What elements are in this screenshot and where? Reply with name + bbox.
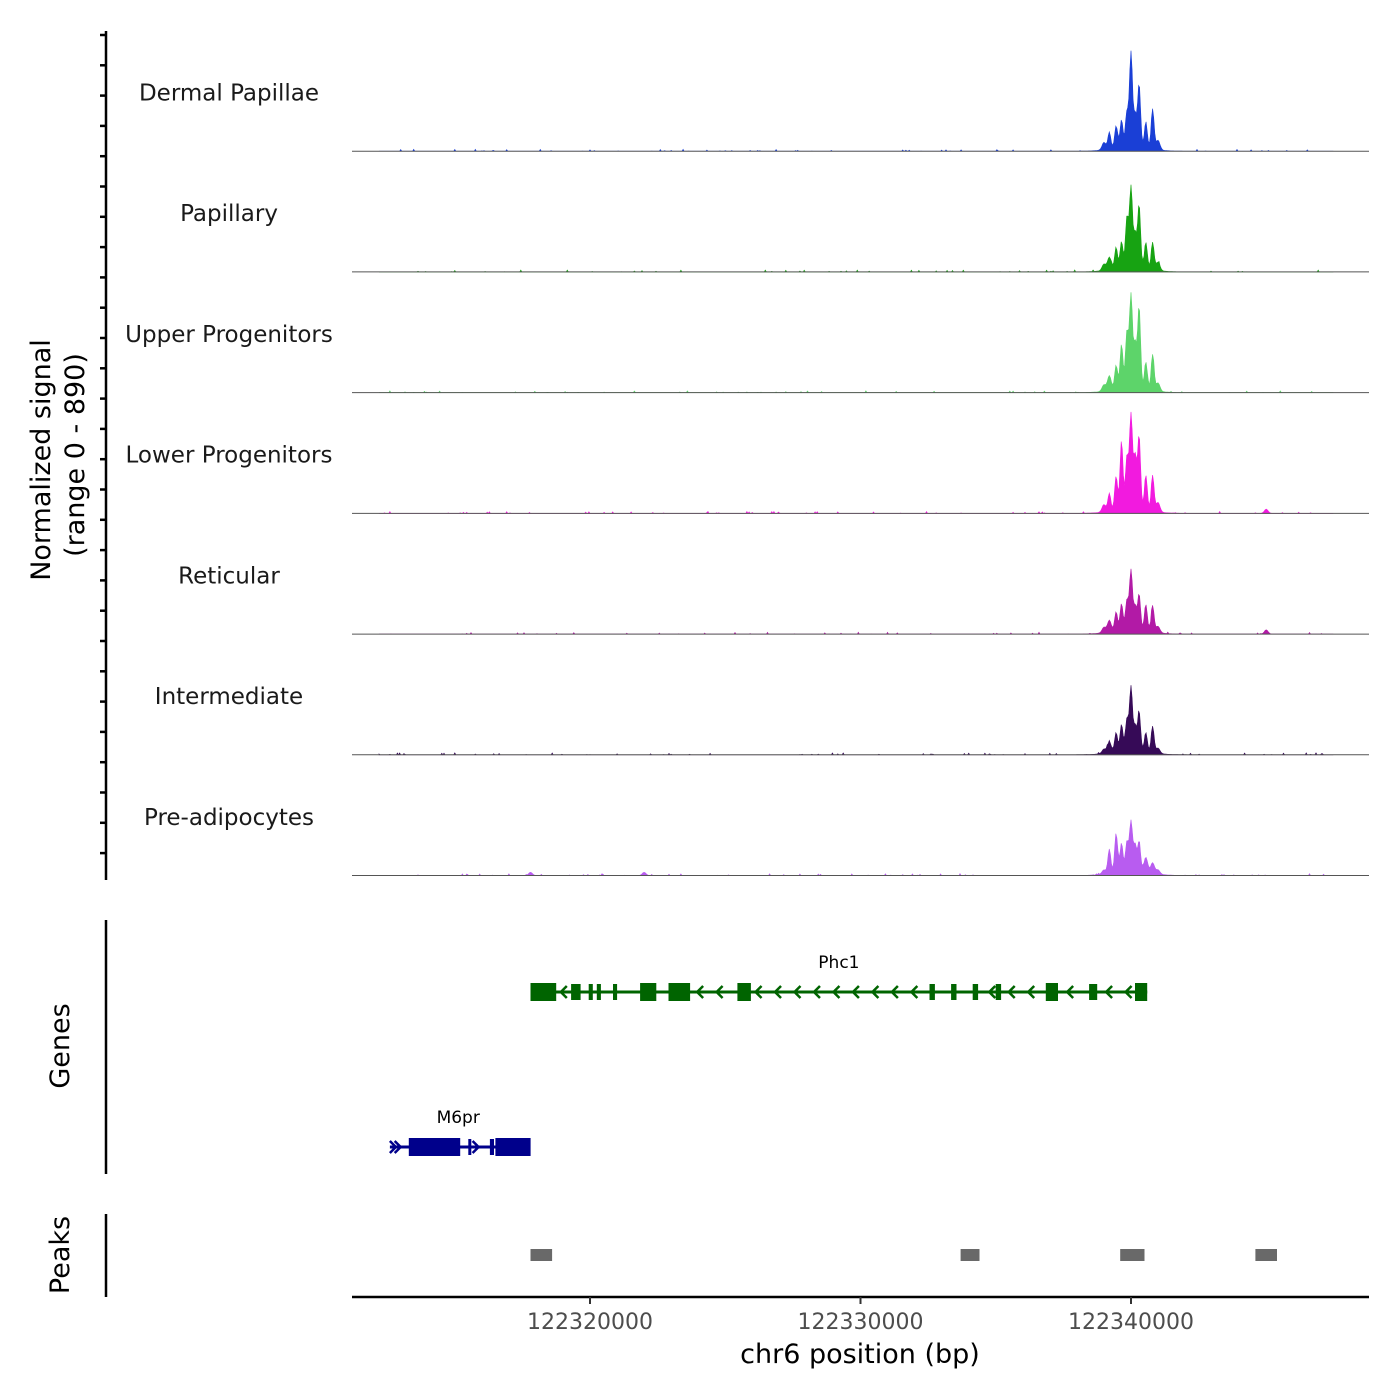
strand-arrow — [559, 985, 568, 999]
peak-region — [1120, 1249, 1145, 1261]
signal-tracks: Dermal Papillae Papillary Upper Progenitor… — [125, 50, 1369, 876]
track-intermediate: Intermediate — [155, 684, 1369, 756]
signal-area — [378, 685, 1334, 756]
gene-exon — [588, 984, 593, 1000]
peak-region — [960, 1249, 980, 1261]
x-tick-label: 122330000 — [798, 1310, 924, 1335]
track-reticular: Reticular — [178, 563, 1369, 635]
track-label: Reticular — [178, 563, 280, 589]
gene-exon — [995, 984, 1002, 1000]
strand-arrow — [773, 985, 782, 999]
gene-exon — [668, 983, 691, 1001]
strand-arrow — [393, 1140, 403, 1154]
gene-label: M6pr — [437, 1108, 480, 1128]
gene-exon — [1045, 983, 1058, 1001]
gene-label: Phc1 — [818, 953, 859, 973]
gene-exon — [530, 983, 557, 1001]
gene-exon — [1135, 983, 1148, 1001]
track-upper-progenitors: Upper Progenitors — [125, 292, 1369, 394]
gene-exon — [495, 1138, 531, 1156]
strand-arrow — [890, 985, 899, 999]
strand-arrow — [987, 985, 997, 999]
strand-arrow — [1123, 985, 1133, 999]
track-label: Dermal Papillae — [139, 81, 319, 107]
peak-region — [530, 1249, 553, 1261]
strand-arrow — [1065, 985, 1075, 999]
signal-panel: Normalized signal (range 0 - 890) Dermal… — [26, 31, 1369, 880]
gene-exon — [489, 1139, 494, 1155]
signal-y-ticks — [100, 33, 106, 855]
gene-exon — [972, 984, 979, 1000]
strand-arrow — [388, 1140, 398, 1154]
strand-arrow — [870, 985, 880, 999]
signal-y-range-label: (range 0 - 890) — [60, 353, 91, 557]
track-dermal-papillae: Dermal Papillae — [139, 50, 1369, 152]
signal-area — [379, 292, 1334, 393]
gene-exon — [468, 1139, 472, 1155]
peaks-panel: Peaks — [45, 1214, 1277, 1297]
x-axis: 122320000 122330000 122340000 chr6 positio… — [352, 1295, 1369, 1370]
signal-area — [379, 184, 1334, 273]
gene-models: Phc1 M6pr — [388, 953, 1148, 1156]
signal-area — [379, 50, 1334, 152]
strand-arrow — [1026, 985, 1036, 999]
gene-exon — [408, 1138, 461, 1156]
x-tick-label: 122340000 — [1068, 1310, 1194, 1335]
track-papillary: Papillary — [180, 184, 1369, 273]
track-label: Lower Progenitors — [126, 443, 333, 469]
gene-exon — [571, 984, 581, 1000]
track-lower-progenitors: Lower Progenitors — [126, 411, 1369, 515]
gene-exon — [596, 984, 601, 1000]
track-pre-adipocytes: Pre-adipocytes — [144, 805, 1369, 876]
strand-arrow — [851, 985, 860, 999]
track-label: Upper Progenitors — [125, 322, 333, 348]
gene-exon — [1089, 984, 1098, 1000]
signal-area — [379, 411, 1334, 515]
peak-region — [1255, 1249, 1277, 1261]
signal-y-label: Normalized signal — [26, 339, 57, 581]
gene-exon — [640, 983, 657, 1001]
strand-arrow — [792, 985, 802, 999]
strand-arrow — [812, 985, 821, 999]
track-label: Pre-adipocytes — [144, 805, 314, 831]
peak-regions — [530, 1249, 1277, 1261]
strand-arrow — [831, 985, 841, 999]
gene-m6pr: M6pr — [388, 1108, 531, 1156]
x-tick-label: 122320000 — [527, 1310, 653, 1335]
x-axis-label: chr6 position (bp) — [740, 1339, 980, 1370]
gene-exon — [929, 984, 935, 1000]
strand-arrow — [1006, 985, 1016, 999]
gene-exon — [613, 984, 618, 1000]
peaks-y-label: Peaks — [45, 1216, 76, 1294]
track-label: Papillary — [180, 201, 278, 227]
signal-area — [379, 568, 1334, 635]
strand-arrow — [753, 985, 763, 999]
strand-arrow — [714, 985, 724, 999]
strand-arrow — [1104, 985, 1113, 999]
strand-arrow — [471, 1140, 481, 1154]
gene-exon — [737, 983, 751, 1001]
signal-area — [379, 819, 1334, 876]
genes-panel: Genes Phc1 M6pr — [45, 920, 1148, 1174]
strand-arrow — [695, 985, 705, 999]
x-ticks: 122320000 122330000 122340000 — [527, 1297, 1194, 1335]
gene-exon — [951, 984, 957, 1000]
strand-arrow — [909, 985, 919, 999]
track-label: Intermediate — [155, 684, 303, 710]
genes-y-label: Genes — [45, 1003, 76, 1088]
gene-phc1: Phc1 — [530, 953, 1148, 1001]
